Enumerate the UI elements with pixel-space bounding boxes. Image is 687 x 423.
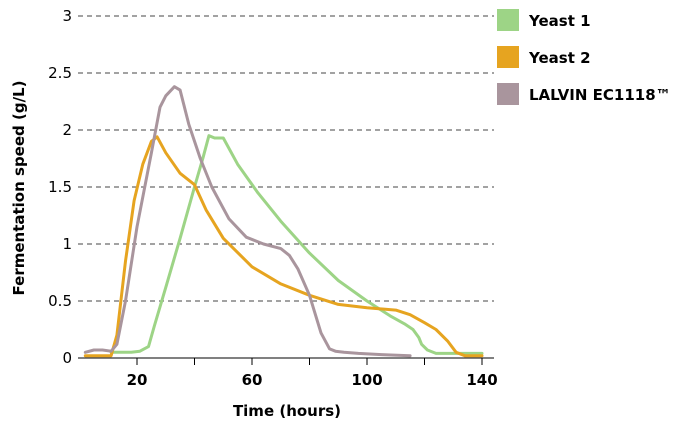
legend: Yeast 1 Yeast 2 LALVIN EC1118™ [497, 9, 671, 105]
legend-label-lalvin-ec1118: LALVIN EC1118™ [529, 86, 671, 104]
legend-swatch-lalvin-ec1118 [497, 83, 519, 105]
y-tick-label-6: 3 [62, 7, 72, 25]
legend-label-yeast-1: Yeast 1 [528, 12, 591, 30]
legend-label-yeast-2: Yeast 2 [528, 49, 591, 67]
series-line-yeast-2 [83, 135, 484, 358]
tick-labels: 20 60 100 140 0 0.5 1 1.5 2 2.5 3 [48, 7, 498, 389]
x-tick-label-1: 60 [242, 371, 263, 389]
y-tick-label-1: 0.5 [48, 292, 72, 310]
y-tick-label-0: 0 [62, 349, 72, 367]
x-tick-label-2: 100 [351, 371, 382, 389]
y-tick-label-3: 1.5 [48, 178, 72, 196]
legend-swatch-yeast-2 [497, 46, 519, 68]
series-line-lalvin-ec1118 [83, 85, 412, 358]
grid-lines [78, 15, 494, 302]
y-tick-label-4: 2 [62, 121, 72, 139]
y-axis-title: Fermentation speed (g/L) [10, 81, 28, 296]
y-tick-label-2: 1 [62, 235, 72, 253]
y-tick-label-5: 2.5 [48, 64, 72, 82]
x-axis-title: Time (hours) [233, 402, 341, 420]
legend-swatch-yeast-1 [497, 9, 519, 31]
series-line-yeast-1 [109, 134, 484, 355]
x-tick-label-0: 20 [127, 371, 148, 389]
axes [78, 357, 494, 365]
x-tick-label-3: 140 [466, 371, 497, 389]
data-series [83, 85, 484, 358]
